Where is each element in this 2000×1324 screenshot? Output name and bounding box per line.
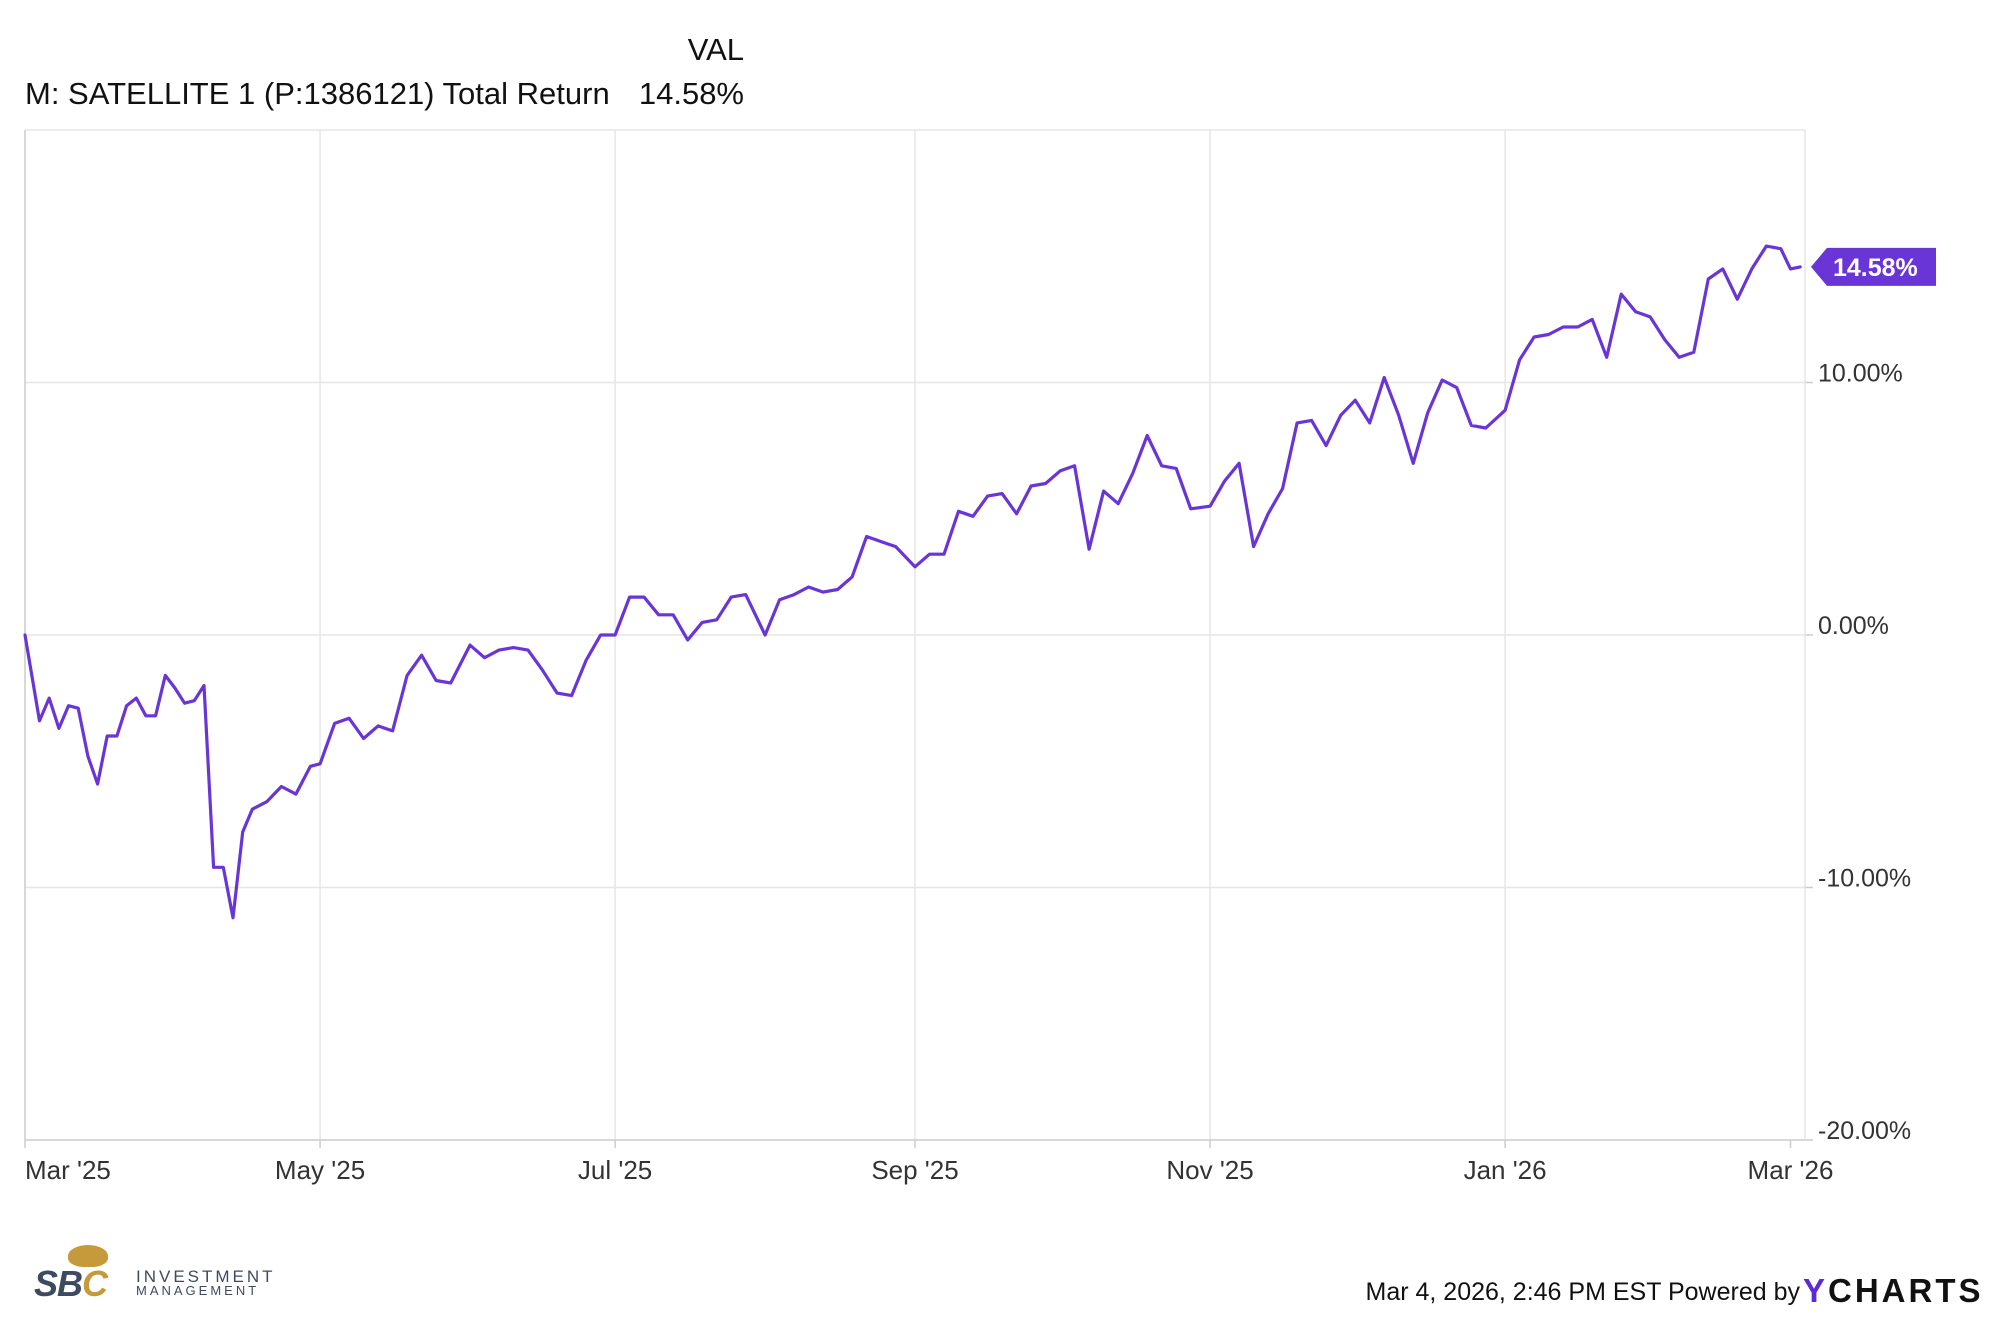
logo-line-investment: INVESTMENT (136, 1267, 276, 1286)
legend-series-name[interactable]: M: SATELLITE 1 (P:1386121) Total Return (25, 76, 610, 111)
x-tick-label: Jul '25 (578, 1155, 652, 1185)
y-tick-label: -20.00% (1818, 1117, 1911, 1145)
x-tick-label: Nov '25 (1166, 1155, 1253, 1185)
y-tick-label: 10.00% (1818, 360, 1903, 388)
legend-column-header: VAL (687, 32, 744, 67)
y-tick-label: 0.00% (1818, 612, 1889, 640)
legend-series-value: 14.58% (638, 76, 744, 111)
owl-emblem-icon (68, 1245, 108, 1267)
x-tick-label: Mar '25 (25, 1155, 111, 1185)
last-value-marker: 14.58% (1811, 247, 1936, 286)
x-tick-label: Jan '26 (1464, 1155, 1547, 1185)
x-tick-label: May '25 (275, 1155, 365, 1185)
x-tick-label: Sep '25 (871, 1155, 958, 1185)
ycharts-logo-y: Y (1803, 1272, 1829, 1309)
logo-line-management: MANAGEMENT (136, 1283, 260, 1298)
logo-wordmark-main: SB (34, 1263, 83, 1304)
last-value-flag (1811, 247, 1936, 286)
sbc-logo: SBC INVESTMENT MANAGEMENT (34, 1245, 294, 1304)
footer-timestamp: Mar 4, 2026, 2:46 PM EST Powered by (1365, 1278, 1801, 1306)
x-axis-ticks: Mar '25 May '25 Jul '25 Sep '25 Nov '25 Jan '… (25, 1155, 1833, 1185)
x-tick-label: Mar '26 (1748, 1155, 1834, 1185)
ycharts-logo-rest: CHARTS (1828, 1272, 1984, 1309)
y-tick-label: -10.00% (1818, 865, 1911, 893)
y-axis-ticks: 10.00% 0.00% -10.00% -20.00% (1818, 360, 1911, 1146)
ycharts-logo[interactable]: YCHARTS (1803, 1272, 1984, 1310)
logo-wordmark: SBC (34, 1263, 108, 1305)
series-layer (23, 244, 1802, 920)
last-value-label: 14.58% (1833, 254, 1918, 282)
gridlines (24, 130, 1813, 1148)
logo-wordmark-accent: C (82, 1263, 108, 1304)
series-line (23, 244, 1802, 920)
